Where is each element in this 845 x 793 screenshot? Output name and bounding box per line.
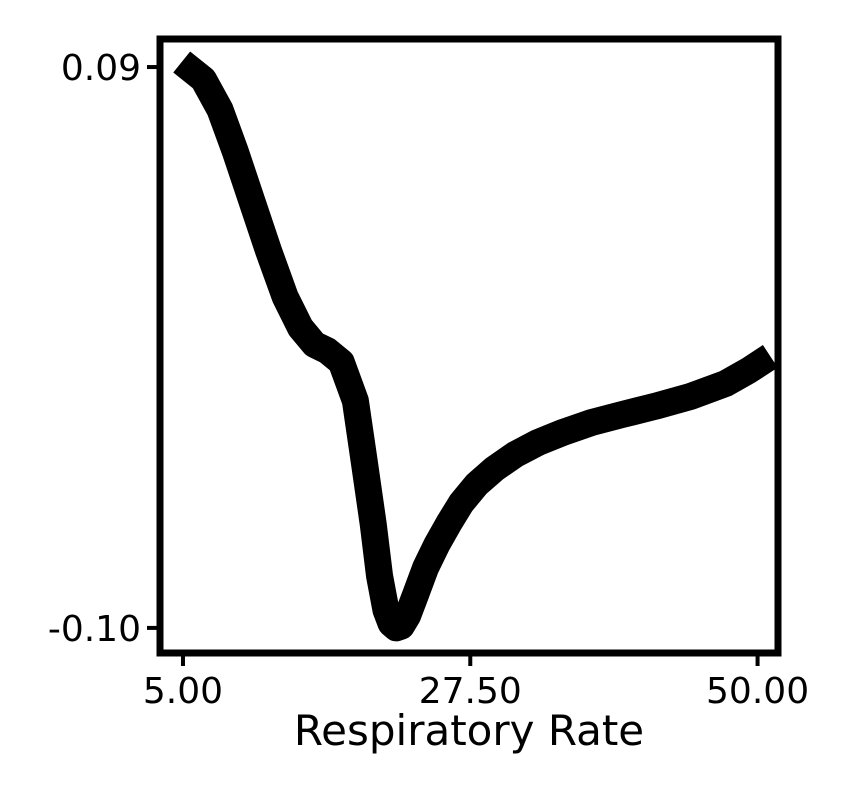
plot-frame <box>156 35 782 657</box>
x-axis-label: Respiratory Rate <box>294 706 644 755</box>
x-tick-label: 27.50 <box>419 671 522 712</box>
y-tick-label: 0.09 <box>61 48 141 89</box>
data-series-line <box>173 51 778 642</box>
x-tick-label: 5.00 <box>143 671 223 712</box>
y-tick-label: -0.10 <box>48 609 141 650</box>
y-axis-ticks: 0.09 -0.10 <box>48 48 160 650</box>
x-axis-ticks: 5.00 27.50 50.00 <box>143 653 809 712</box>
x-tick-label: 50.00 <box>706 671 809 712</box>
